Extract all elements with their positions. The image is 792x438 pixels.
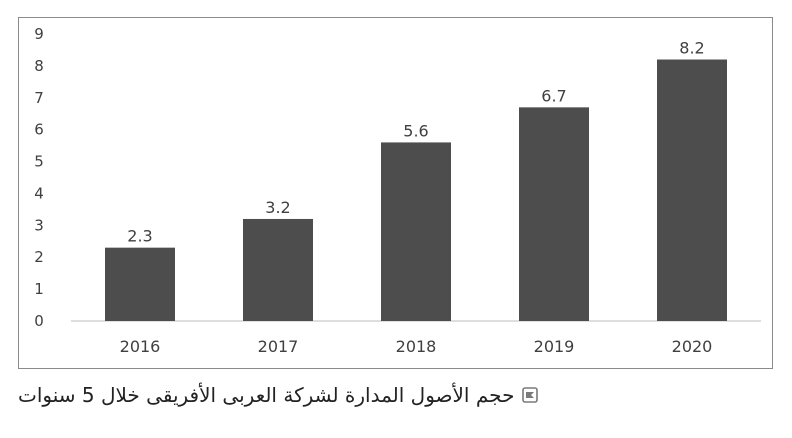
data-label: 2.3 [127,227,152,246]
x-tick-label: 2019 [534,337,575,356]
y-tick-label: 9 [34,25,44,43]
bar [243,218,313,321]
y-tick-label: 1 [34,280,44,298]
chart-caption: حجم الأصول المدارة لشركة العربى الأفريقى… [18,379,773,411]
y-tick-label: 3 [34,216,44,234]
x-tick-label: 2017 [258,337,299,356]
x-tick-label: 2018 [396,337,437,356]
y-tick-label: 7 [34,89,44,107]
chart-bullet-icon [522,387,539,403]
y-tick-label: 5 [34,153,44,171]
bar-chart: 0 1 2 3 4 5 6 7 8 9 2.3 2016 3.2 2017 5.6 2018 6.7 2019 8.… [34,25,761,356]
y-tick-label: 0 [34,312,44,330]
chart-frame: 0 1 2 3 4 5 6 7 8 9 2.3 2016 3.2 2017 5.6 2018 6.7 2019 8.… [18,17,773,369]
data-label: 8.2 [679,39,704,58]
bar [381,142,451,321]
data-label: 3.2 [265,198,290,217]
bar [519,107,589,321]
y-tick-label: 2 [34,248,44,266]
y-tick-label: 4 [34,184,44,202]
caption-text: حجم الأصول المدارة لشركة العربى الأفريقى… [18,383,515,407]
bar [105,247,175,321]
y-tick-label: 8 [34,57,44,75]
x-tick-label: 2020 [672,337,713,356]
data-label: 5.6 [403,121,428,140]
x-tick-label: 2016 [120,337,161,356]
y-tick-label: 6 [34,121,44,139]
bar [657,59,727,322]
data-label: 6.7 [541,86,566,105]
